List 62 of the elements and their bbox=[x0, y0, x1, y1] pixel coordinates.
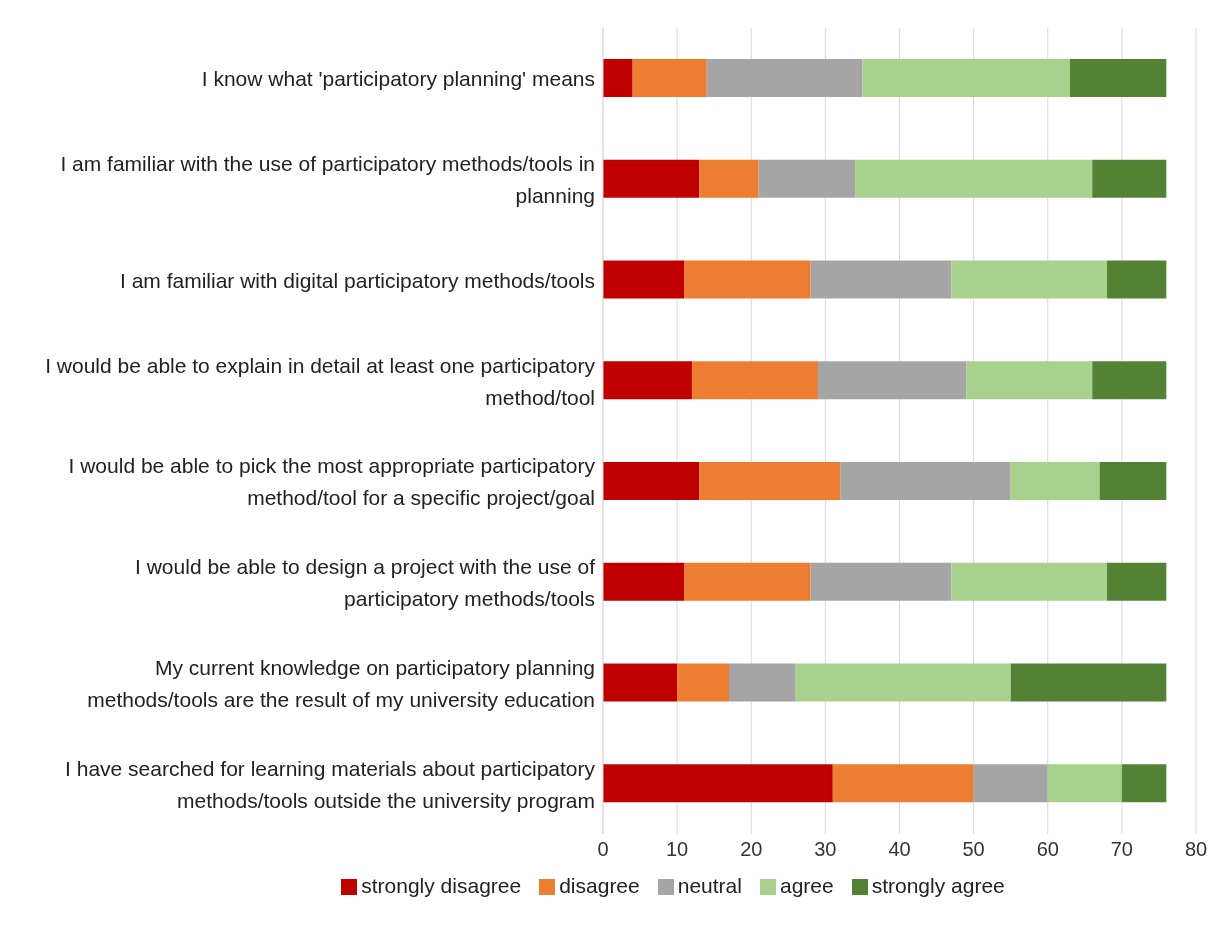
bar bbox=[810, 260, 952, 299]
bar bbox=[1069, 59, 1167, 97]
y-tick-label: I would be able to explain in detail at least one participatory method/tool bbox=[45, 353, 596, 409]
bar bbox=[603, 159, 700, 198]
bar bbox=[862, 59, 1070, 97]
y-tick-label: My current knowledge on participatory planning methods/tools are the result of my university education bbox=[87, 655, 595, 711]
bar bbox=[603, 59, 633, 97]
bar bbox=[684, 260, 811, 299]
bar bbox=[603, 562, 685, 601]
legend-label: neutral bbox=[677, 874, 742, 897]
x-tick-label: 80 bbox=[1184, 838, 1208, 861]
y-tick-label: I would be able to pick the most appropriate participatory method/tool for a specific project/goal bbox=[68, 453, 596, 509]
bar bbox=[677, 663, 730, 702]
bar bbox=[1092, 159, 1167, 198]
bar bbox=[1107, 260, 1167, 299]
bar bbox=[1121, 764, 1167, 803]
bar bbox=[817, 361, 967, 400]
bar bbox=[951, 260, 1108, 299]
x-tick-label: 10 bbox=[666, 838, 689, 861]
bar bbox=[973, 764, 1048, 803]
x-tick-label: 70 bbox=[1110, 838, 1133, 861]
legend-label: strongly disagree bbox=[361, 874, 522, 897]
bar bbox=[699, 462, 841, 500]
bar bbox=[603, 361, 692, 400]
bar bbox=[951, 562, 1108, 601]
x-tick-label: 20 bbox=[740, 838, 763, 861]
bar bbox=[1047, 764, 1122, 803]
bar bbox=[795, 663, 1011, 702]
bar bbox=[1010, 462, 1100, 500]
bar bbox=[1107, 562, 1167, 601]
bar bbox=[603, 260, 685, 299]
bar bbox=[603, 764, 833, 803]
bar bbox=[832, 764, 974, 803]
bar bbox=[706, 59, 863, 97]
bar bbox=[691, 361, 818, 400]
bar bbox=[684, 562, 811, 601]
legend-label: agree bbox=[779, 874, 834, 897]
x-tick-label: 30 bbox=[814, 838, 837, 861]
x-tick-label: 50 bbox=[962, 838, 985, 861]
x-tick-label: 60 bbox=[1036, 838, 1059, 861]
bar bbox=[758, 159, 856, 198]
bar bbox=[1010, 663, 1167, 702]
y-tick-label: I am familiar with the use of participatory methods/tools in planning bbox=[60, 151, 595, 207]
y-tick-label: I have searched for learning materials about participatory methods/tools outside the university program bbox=[65, 756, 596, 812]
bar bbox=[855, 159, 1093, 198]
bar bbox=[966, 361, 1093, 400]
bar bbox=[603, 663, 678, 702]
x-tick-label: 40 bbox=[888, 838, 911, 861]
bar bbox=[1092, 361, 1167, 400]
bar bbox=[1099, 462, 1167, 500]
bar bbox=[810, 562, 952, 601]
x-tick-label: 0 bbox=[597, 838, 609, 861]
bar bbox=[699, 159, 759, 198]
legend-label: disagree bbox=[559, 874, 640, 897]
bar bbox=[840, 462, 1011, 500]
y-tick-label: I know what 'participatory planning' means bbox=[201, 66, 595, 90]
y-tick-label: I would be able to design a project with the use of participatory methods/tools bbox=[135, 554, 596, 610]
bar bbox=[603, 462, 700, 500]
bar bbox=[632, 59, 707, 97]
y-tick-label: I am familiar with digital participatory methods/tools bbox=[119, 268, 595, 292]
bar bbox=[729, 663, 796, 702]
legend-label: strongly agree bbox=[871, 874, 1005, 897]
